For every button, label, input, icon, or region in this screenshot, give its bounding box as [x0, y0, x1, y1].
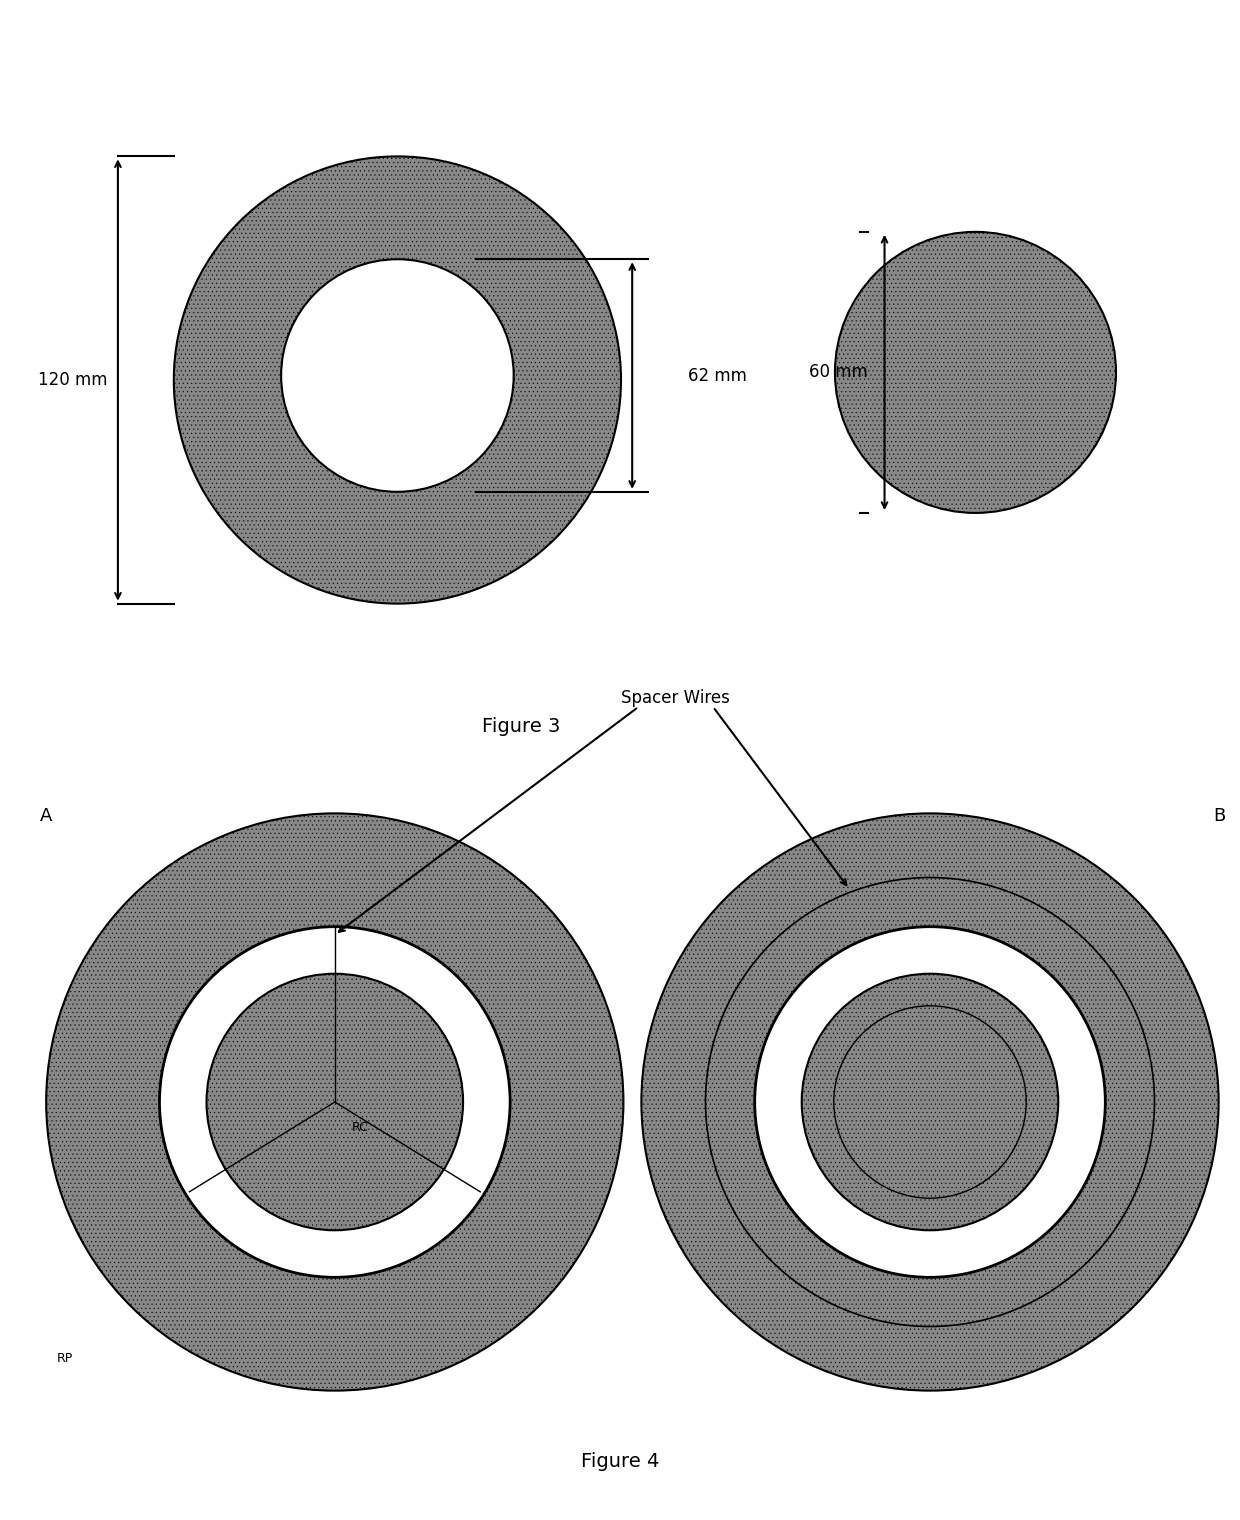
Circle shape — [835, 233, 1116, 512]
Text: Figure 4: Figure 4 — [580, 1453, 660, 1471]
Circle shape — [641, 813, 1219, 1391]
Text: 62 mm: 62 mm — [688, 366, 746, 385]
Text: Spacer Wires: Spacer Wires — [621, 689, 730, 707]
Text: RP: RP — [57, 1353, 73, 1365]
Text: 60 mm: 60 mm — [808, 363, 868, 382]
Circle shape — [802, 974, 1058, 1230]
Circle shape — [174, 157, 621, 603]
Text: RC: RC — [352, 1122, 368, 1134]
Text: Figure 3: Figure 3 — [481, 717, 560, 736]
Circle shape — [46, 813, 624, 1391]
Circle shape — [160, 927, 510, 1277]
Text: 120 mm: 120 mm — [38, 371, 108, 389]
Text: A: A — [40, 807, 52, 825]
Text: B: B — [1213, 807, 1225, 825]
Circle shape — [281, 260, 513, 492]
Circle shape — [207, 974, 463, 1230]
Circle shape — [755, 927, 1105, 1277]
